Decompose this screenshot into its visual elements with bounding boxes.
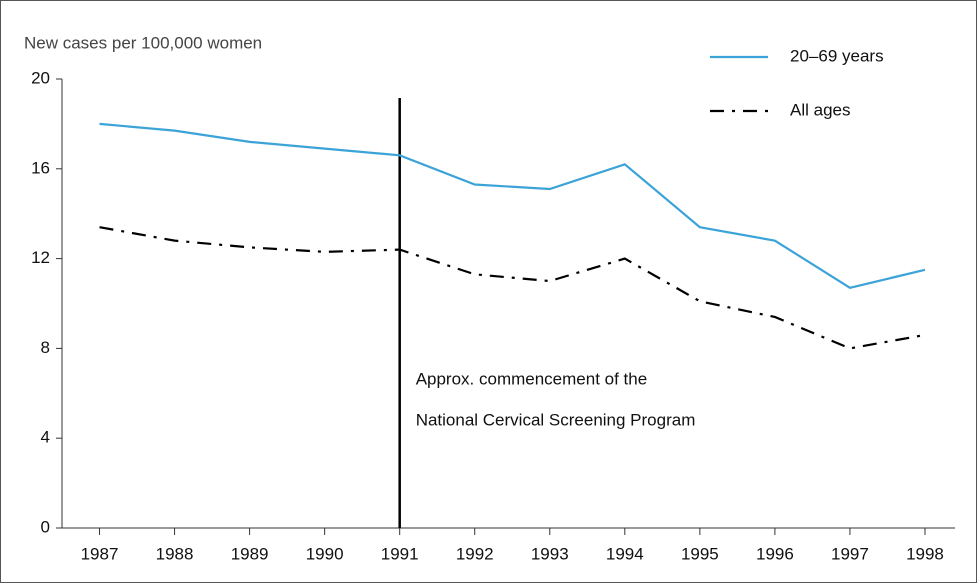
y-tick-label: 16	[31, 158, 50, 177]
x-tick-label: 1991	[381, 544, 419, 563]
x-tick-label: 1987	[81, 544, 119, 563]
y-tick-label: 12	[31, 248, 50, 267]
annotation-text: National Cervical Screening Program	[416, 410, 696, 429]
legend-label: 20–69 years	[790, 46, 884, 65]
annotation-text: Approx. commencement of the	[416, 369, 648, 388]
y-axis-label: New cases per 100,000 women	[24, 33, 262, 52]
y-tick-label: 20	[31, 68, 50, 87]
y-tick-label: 4	[41, 428, 50, 447]
x-tick-label: 1993	[531, 544, 569, 563]
x-tick-label: 1992	[456, 544, 494, 563]
y-tick-label: 8	[41, 338, 50, 357]
x-tick-label: 1998	[906, 544, 944, 563]
legend-label: All ages	[790, 100, 850, 119]
x-tick-label: 1990	[306, 544, 344, 563]
x-tick-label: 1994	[606, 544, 644, 563]
x-tick-label: 1989	[231, 544, 269, 563]
series-line	[99, 226, 926, 350]
series-line	[99, 122, 926, 289]
x-tick-label: 1995	[681, 544, 719, 563]
x-tick-label: 1997	[831, 544, 869, 563]
x-tick-label: 1996	[756, 544, 794, 563]
x-tick-label: 1988	[156, 544, 194, 563]
y-tick-label: 0	[41, 517, 50, 536]
